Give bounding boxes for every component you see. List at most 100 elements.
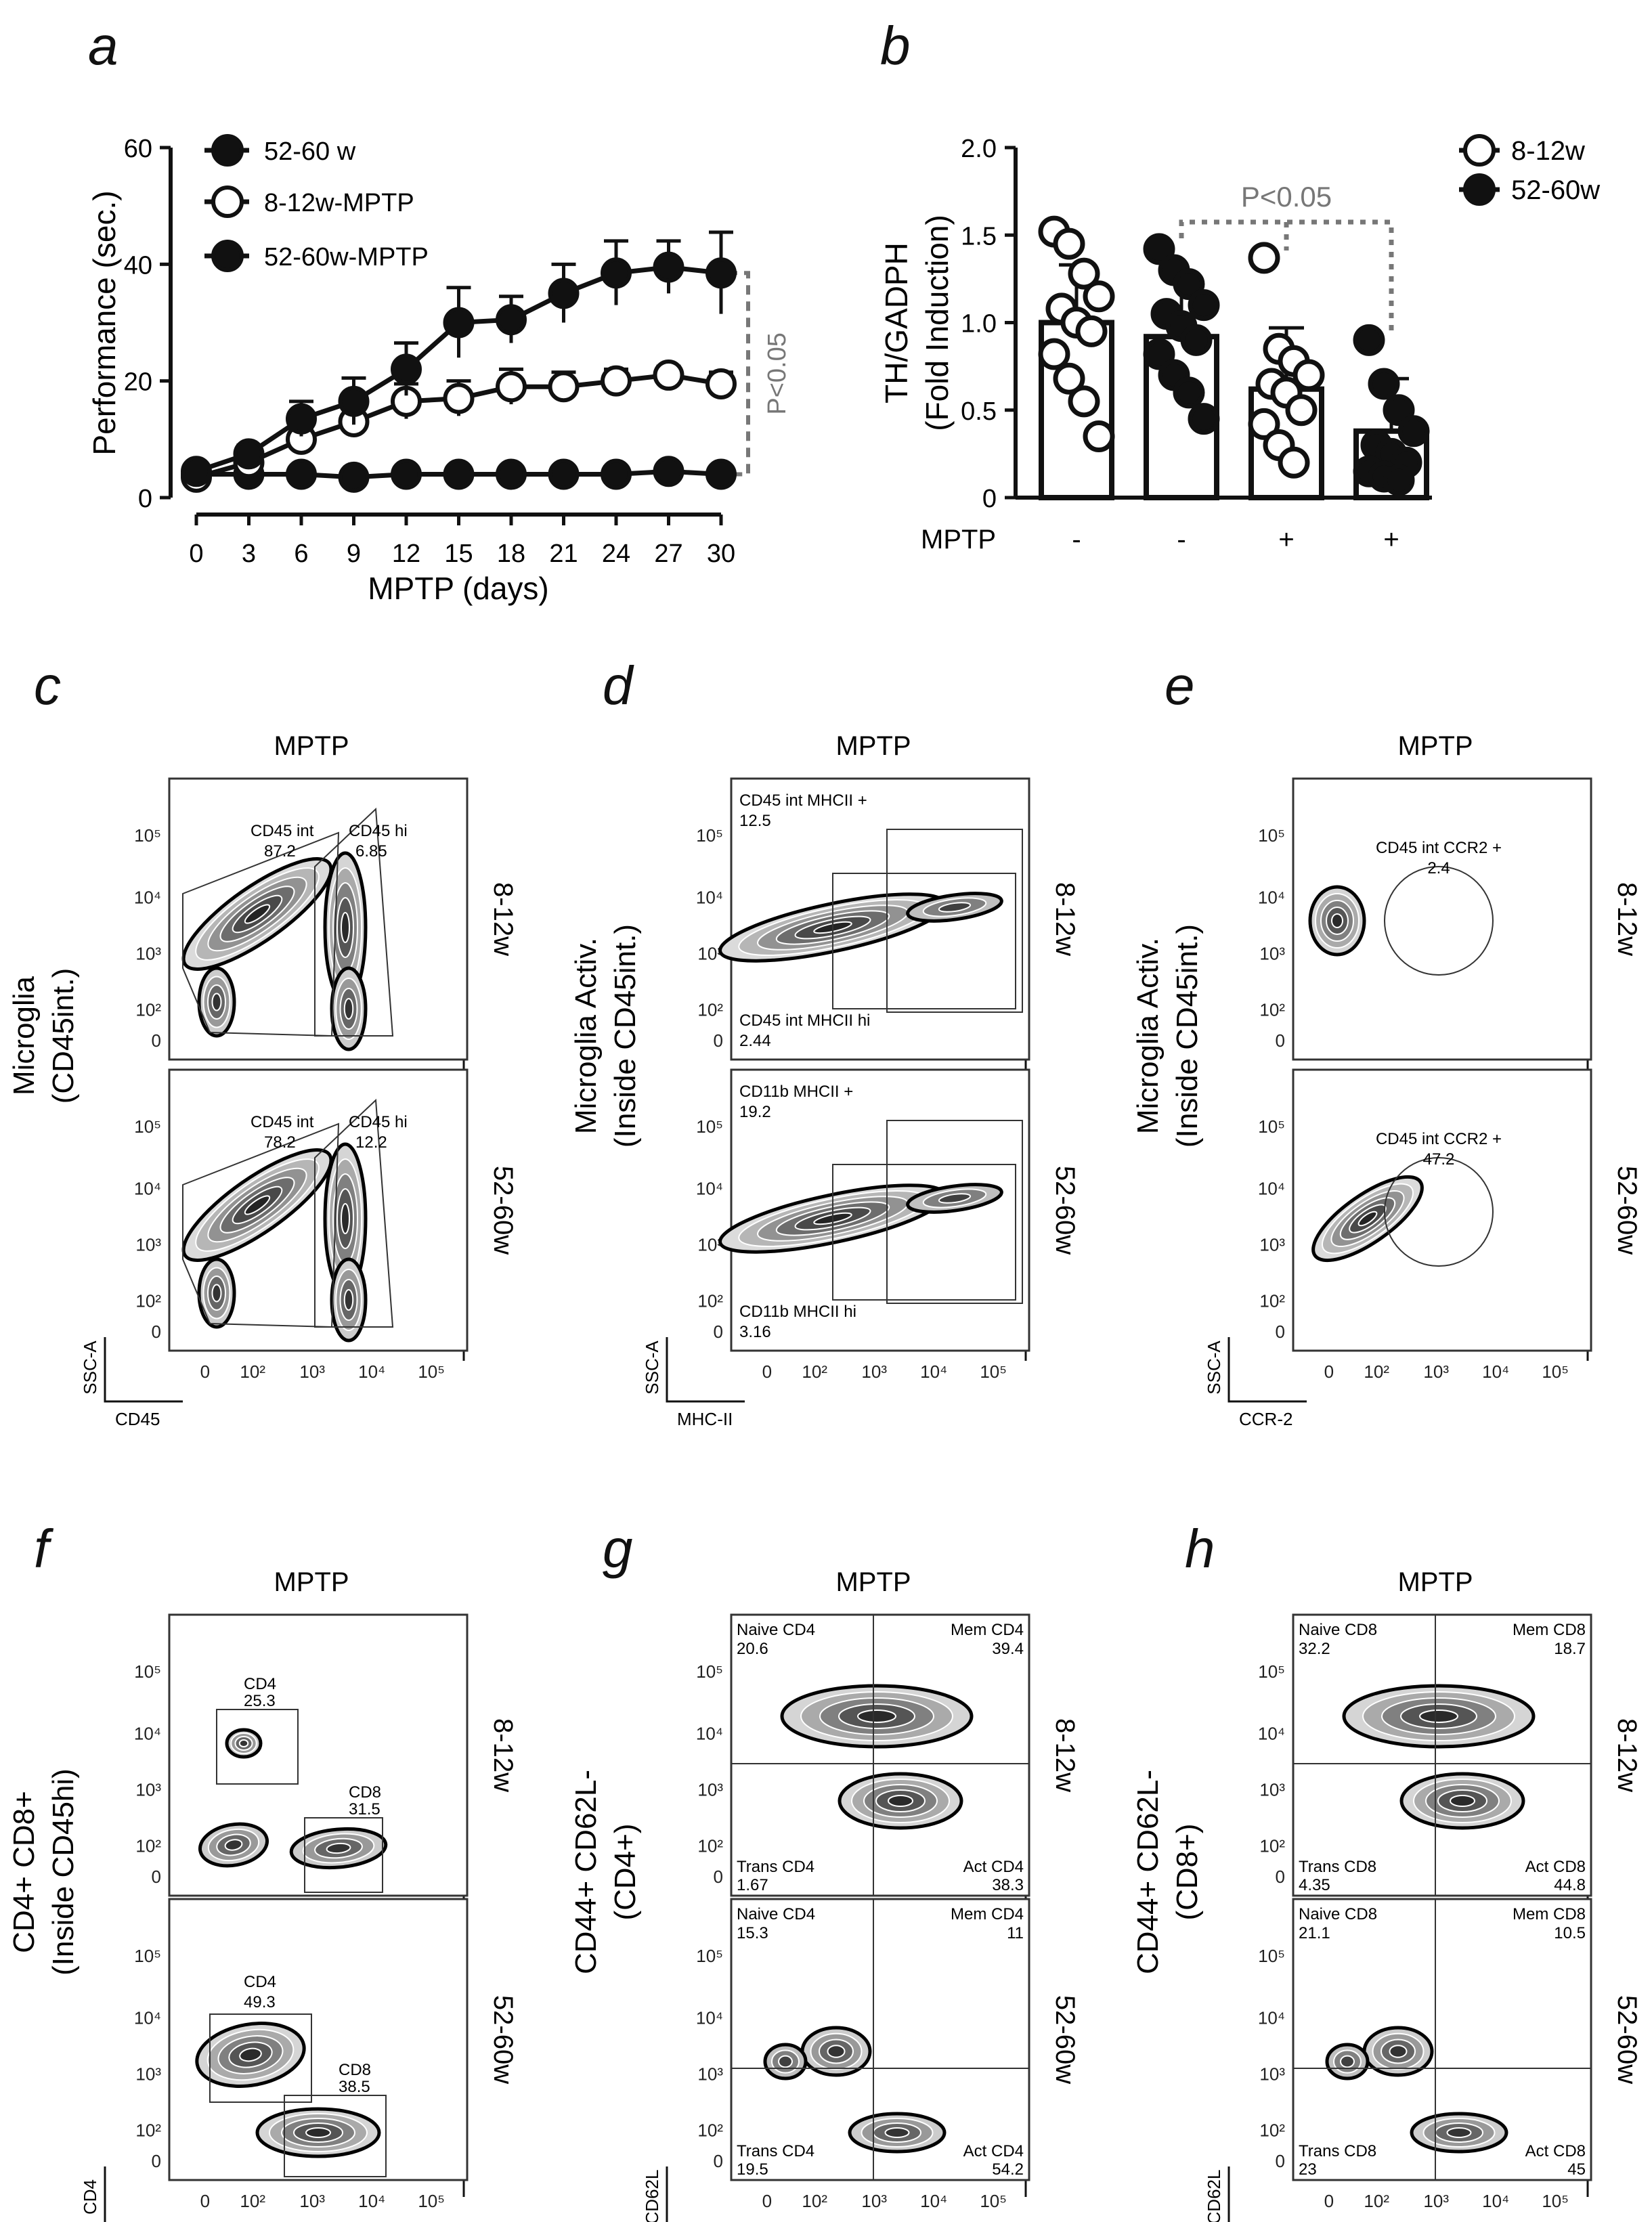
data-point [391, 353, 422, 385]
x-tick-label: 0 [200, 1361, 210, 1382]
flow-title: MPTP [835, 1567, 911, 1597]
density-contour [1342, 1684, 1536, 1749]
row-label: 52-60w [488, 1166, 518, 1255]
legend-marker [211, 186, 244, 218]
gate [304, 1817, 383, 1893]
data-point [1075, 315, 1108, 347]
contour-level [778, 2055, 793, 2068]
gate-name: CD45 int CCR2 + [1376, 839, 1502, 857]
contour-level [244, 904, 271, 924]
data-point [496, 371, 527, 403]
x-tick-label: 24 [602, 540, 630, 568]
gate [182, 831, 340, 1037]
y-tick-label: 10³ [1259, 943, 1285, 963]
y-tick-label: 10² [697, 999, 723, 1020]
gate-value: 3.16 [739, 1323, 771, 1341]
data-point [496, 304, 527, 336]
gate [1384, 1157, 1494, 1267]
density-contour [906, 892, 1003, 923]
x-tick-label: 10² [1364, 1361, 1389, 1382]
y-tick-label: 10² [697, 1290, 723, 1311]
y-tick-label: 0 [1276, 1322, 1285, 1342]
y-tick-label: 0 [982, 485, 997, 513]
x-tick-label: 10² [1364, 2191, 1389, 2211]
y-tick-label: 10⁴ [1258, 887, 1285, 907]
data-point [1248, 242, 1280, 274]
density-contour [1308, 885, 1366, 957]
data-point [1188, 289, 1220, 322]
density-contour [1410, 2112, 1508, 2154]
contour-outline [195, 2022, 306, 2088]
plot-frame [1292, 1613, 1592, 1897]
y-tick-label: 0 [152, 1030, 161, 1051]
density-contour [1311, 1175, 1424, 1263]
panel-letter-b: b [880, 16, 911, 76]
flow-panel-d: MPTP Microglia Activ. (Inside CD45int.) 0 10… [569, 731, 1080, 1429]
y-tick-label: 10⁴ [134, 1178, 161, 1198]
y-tick-label: 10³ [135, 2064, 161, 2084]
contour-level [1340, 2055, 1355, 2068]
data-point [1173, 268, 1205, 301]
y-tick-label: 10³ [135, 1779, 161, 1800]
y-tick-label: 10⁵ [1258, 1116, 1285, 1137]
row-label: 8-12w [1050, 1718, 1080, 1792]
x-tick-label: 0 [762, 1361, 772, 1382]
data-point [496, 458, 527, 490]
density-contour [780, 1684, 974, 1749]
legend-marker [211, 134, 244, 167]
y-tick-label: 0 [714, 1867, 723, 1887]
gate-value: 25.3 [244, 1692, 276, 1710]
data-point [286, 403, 317, 435]
contour-outline [780, 1684, 974, 1749]
gate-name: CD45 int [251, 822, 314, 840]
flow-title: MPTP [1397, 1567, 1473, 1597]
y-tick-label: 2.0 [961, 135, 997, 163]
x-tick-label: 3 [242, 540, 256, 568]
y-tick-label: 60 [124, 135, 152, 163]
y-axis-name: SSC-A [80, 1341, 100, 1395]
x-tick-label: 0 [762, 2191, 772, 2211]
axis-corner [1227, 2166, 1230, 2222]
data-point [391, 458, 422, 490]
density-contour [763, 2043, 808, 2081]
contour-outline [906, 892, 1003, 923]
x-tick-label: 10² [240, 1361, 265, 1382]
quadrant-value: 38.3 [992, 1876, 1024, 1894]
row-label: 52-60w [1050, 1995, 1080, 2084]
flow-panel-e: MPTP Microglia Activ. (Inside CD45int.) 0 10… [1131, 731, 1642, 1429]
gate-name: CD45 hi [349, 1113, 408, 1131]
y-tick-label: 10⁵ [696, 1116, 723, 1137]
row-label: 8-12w [1050, 882, 1080, 956]
row-label-mptp: MPTP [921, 525, 996, 554]
x-tick-label: 10³ [1423, 1361, 1449, 1382]
plot-52-60w: 0 10² 10³ 10⁴ 10⁵ 52-60w CD45 int 78.2 CD45 hi 12… [80, 1068, 518, 1429]
density-contour [197, 966, 236, 1038]
y-tick-label: 40 [124, 251, 152, 280]
contour-outline [1325, 2043, 1370, 2081]
data-point [1188, 403, 1220, 435]
y-tick-label: 0 [152, 2151, 161, 2171]
gate [314, 1098, 394, 1328]
density-contour [198, 1822, 269, 1868]
gate-name: CD4 [244, 1675, 276, 1693]
contour-level [211, 1284, 222, 1303]
contour-level [343, 1289, 354, 1311]
data-point [443, 458, 475, 490]
data-point [705, 458, 737, 490]
quadrant-name: Mem CD4 [951, 1905, 1024, 1923]
legend-label: 52-60w [1511, 175, 1600, 205]
data-point [653, 251, 684, 283]
row-label: 52-60w [1050, 1166, 1080, 1255]
x-tick-label: 10⁴ [920, 2191, 947, 2211]
legend-label: 52-60 w [264, 137, 356, 166]
x-tick-label: 10⁴ [1482, 2191, 1509, 2211]
density-contour [323, 851, 368, 1004]
gate-name: CD45 int MHCII + [739, 791, 867, 810]
x-axis-name: CD45 [115, 1409, 160, 1429]
density-contour [195, 2022, 306, 2088]
data-point [1173, 376, 1205, 409]
data-point [286, 458, 317, 490]
contour-level [1450, 1795, 1475, 1807]
data-point [1292, 359, 1325, 391]
